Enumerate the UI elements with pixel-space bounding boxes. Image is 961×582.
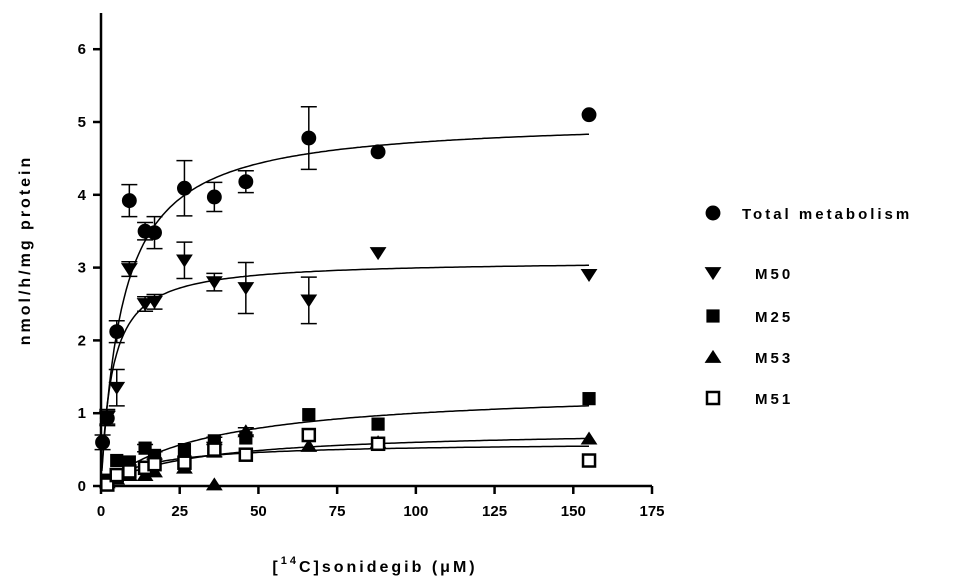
legend-marker-m53 <box>704 349 722 363</box>
tick-labels: 0 1 2 3 4 5 6 0 25 50 75 100 125 150 175 <box>78 41 665 520</box>
legend-label-m50: M50 <box>755 266 793 283</box>
point-m51 <box>122 464 137 479</box>
point-m53 <box>237 424 255 438</box>
point-m51 <box>177 455 192 470</box>
legend-marker-total-metabolism <box>705 205 721 221</box>
point-m50 <box>120 263 138 277</box>
legend-label-m25: M25 <box>755 309 793 326</box>
legend-marker-m25 <box>706 309 720 323</box>
point-m51 <box>370 436 386 452</box>
fit-curve-m53 <box>101 437 590 487</box>
x-tick-label: 100 <box>403 503 428 520</box>
point-m25 <box>582 392 596 406</box>
point-m25 <box>177 443 192 457</box>
y-tick-label: 2 <box>78 332 86 349</box>
y-tick-label: 0 <box>78 478 86 495</box>
point-m53 <box>580 431 598 445</box>
point-total-metabolism <box>206 189 222 205</box>
fit-curve-m50 <box>101 264 589 469</box>
point-m25 <box>110 453 124 468</box>
point-m25 <box>302 408 316 422</box>
legend-marker-m50 <box>704 267 722 281</box>
point-total-metabolism <box>147 225 162 241</box>
point-m53 <box>300 438 318 452</box>
point-m50 <box>369 247 387 261</box>
point-m50 <box>300 294 318 308</box>
x-tick-label: 50 <box>250 503 267 520</box>
point-m53 <box>205 477 223 491</box>
y-tick-label: 4 <box>78 187 87 204</box>
legend: Total metabolism M50 M25 M53 M51 <box>704 205 912 408</box>
point-total-metabolism <box>370 144 386 160</box>
point-total-metabolism <box>121 193 137 209</box>
x-axis-title: [14C]sonidegib (μM) <box>272 555 477 576</box>
x-axis-title-prefix: [ <box>272 559 280 576</box>
fit-curve-m51 <box>101 445 589 486</box>
point-total-metabolism <box>238 174 254 190</box>
y-tick-label: 3 <box>78 260 86 277</box>
fit-curves <box>101 133 590 487</box>
legend-marker-m51 <box>705 390 721 406</box>
point-total-metabolism <box>176 180 192 196</box>
legend-label-total-metabolism: Total metabolism <box>742 206 912 223</box>
point-m51 <box>109 467 124 483</box>
point-m51 <box>301 427 317 443</box>
point-m50 <box>98 410 116 424</box>
point-m25 <box>371 417 385 431</box>
x-axis-title-superscript: 14 <box>281 555 299 567</box>
point-m50 <box>146 295 163 309</box>
point-m51 <box>207 442 222 457</box>
legend-label-m53: M53 <box>755 350 793 367</box>
point-total-metabolism <box>301 130 317 146</box>
point-m50 <box>136 298 154 312</box>
data-points <box>94 105 598 492</box>
point-m51 <box>581 453 597 468</box>
axes <box>93 13 654 494</box>
x-tick-label: 175 <box>639 503 664 520</box>
point-m50 <box>580 269 598 283</box>
point-m50 <box>205 276 223 290</box>
point-total-metabolism <box>581 107 597 123</box>
point-m51 <box>147 456 162 472</box>
point-m50 <box>108 381 126 395</box>
point-m51 <box>238 447 254 462</box>
point-m50 <box>237 282 255 296</box>
y-tick-label: 6 <box>78 41 86 58</box>
point-total-metabolism <box>109 324 125 340</box>
point-total-metabolism <box>95 434 111 450</box>
point-m50 <box>176 254 193 268</box>
x-tick-label: 0 <box>97 503 105 520</box>
x-axis-title-main: C]sonidegib (μM) <box>299 559 478 576</box>
y-tick-label: 1 <box>78 405 86 422</box>
y-axis-title: nmol/h/mg protein <box>17 155 34 346</box>
y-tick-label: 5 <box>78 114 86 131</box>
x-tick-label: 125 <box>482 503 507 520</box>
x-tick-label: 150 <box>561 503 586 520</box>
x-tick-label: 75 <box>329 503 346 520</box>
x-tick-label: 25 <box>171 503 188 520</box>
legend-label-m51: M51 <box>755 391 793 408</box>
fit-curve-total-metabolism <box>101 133 590 471</box>
